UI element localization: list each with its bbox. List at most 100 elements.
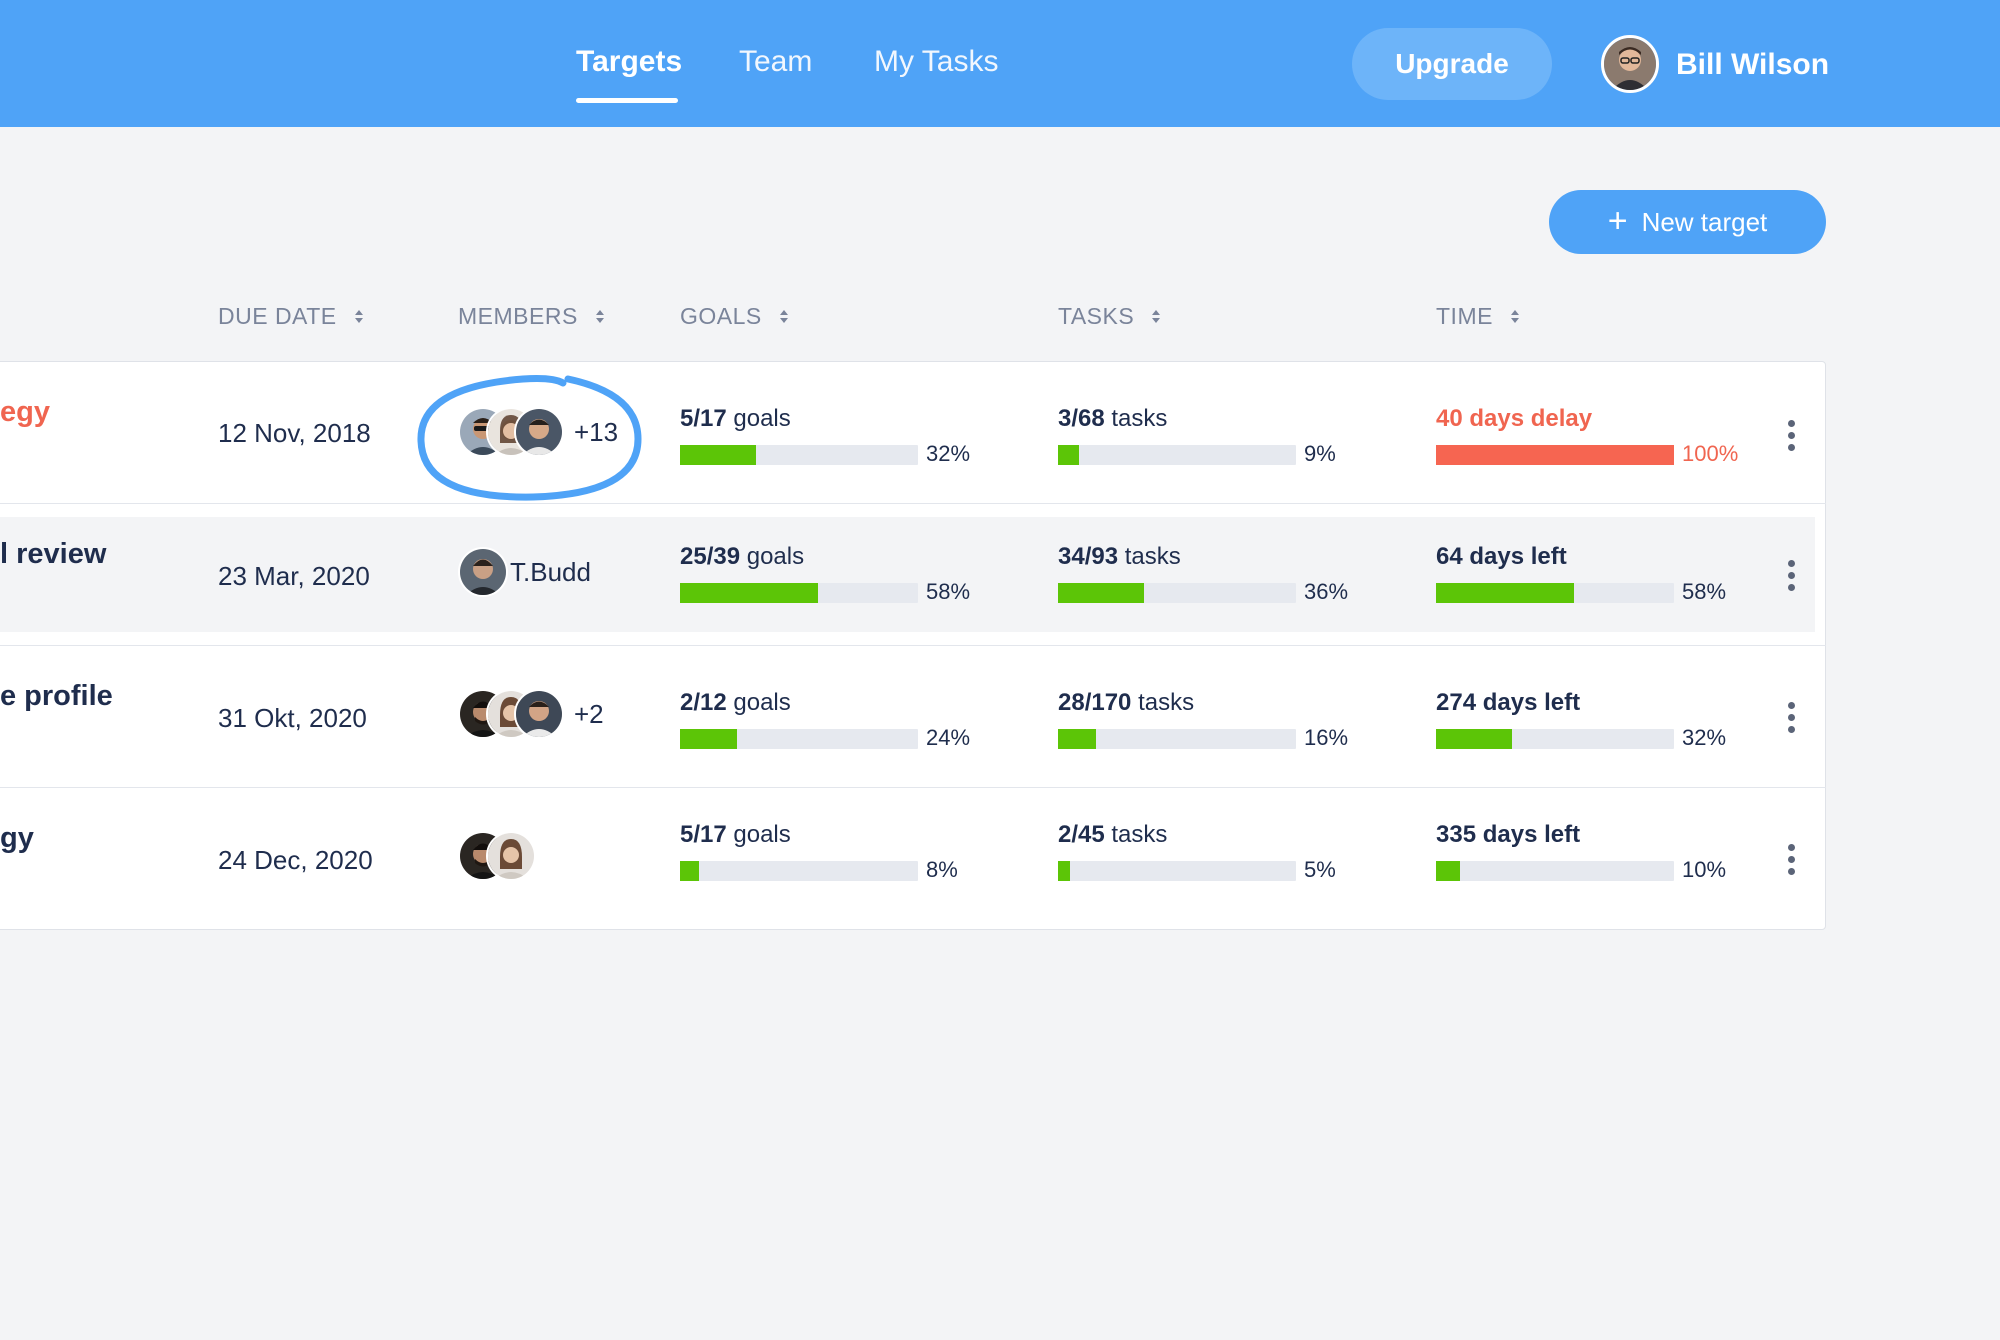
- plus-icon: +: [1607, 201, 1628, 240]
- due-date: 31 Okt, 2020: [218, 703, 367, 733]
- progress-bar: [1058, 729, 1296, 749]
- row-hover-highlight: [0, 517, 1815, 632]
- column-header-label: TASKS: [1058, 303, 1135, 329]
- tasks-count: 28/170: [1058, 689, 1132, 716]
- time-label: 64 days left: [1436, 543, 1567, 570]
- due-date: 24 Dec, 2020: [218, 845, 373, 875]
- column-header-due-date[interactable]: DUE DATE: [218, 303, 363, 330]
- row-menu-icon[interactable]: [1788, 844, 1796, 875]
- time-percent: 10%: [1682, 857, 1727, 882]
- user-name[interactable]: Bill Wilson: [1676, 48, 1830, 81]
- progress-bar: [1436, 861, 1674, 881]
- progress-bar: [1058, 583, 1296, 603]
- upgrade-button[interactable]: Upgrade: [1352, 28, 1552, 100]
- goals-count: 2/12: [680, 689, 727, 716]
- time-progress: 40 days delay 100%: [1436, 405, 1746, 466]
- member-avatar: [486, 831, 536, 881]
- member-avatar: [514, 407, 564, 457]
- goals-count: 5/17: [680, 405, 727, 432]
- goals-word: goals: [726, 821, 791, 848]
- time-progress: 274 days left 32%: [1436, 689, 1746, 750]
- row-menu-icon[interactable]: [1788, 702, 1796, 733]
- target-name[interactable]: e profile: [0, 680, 113, 712]
- row-divider: [0, 503, 1826, 504]
- progress-fill: [680, 445, 757, 465]
- column-header-tasks[interactable]: TASKS: [1058, 303, 1161, 330]
- user-photo-icon: [1604, 38, 1656, 90]
- tasks-percent: 9%: [1304, 441, 1336, 466]
- new-target-button[interactable]: + New target: [1549, 190, 1826, 254]
- progress-fill: [1436, 445, 1674, 465]
- tasks-count: 2/45: [1058, 821, 1105, 848]
- column-header-time[interactable]: TIME: [1436, 303, 1519, 330]
- members-avatars[interactable]: +2: [458, 689, 604, 739]
- goals-count: 25/39: [680, 543, 741, 570]
- tab-team[interactable]: Team: [739, 45, 813, 78]
- sort-icon: [1152, 310, 1161, 323]
- progress-bar: [680, 445, 918, 465]
- column-header-label: GOALS: [680, 303, 762, 329]
- tasks-count: 34/93: [1058, 543, 1119, 570]
- goals-progress: 25/39 goals 58%: [680, 543, 990, 604]
- time-progress: 64 days left 58%: [1436, 543, 1746, 604]
- time-progress: 335 days left 10%: [1436, 821, 1746, 882]
- member-avatar: [458, 547, 508, 597]
- tab-targets[interactable]: Targets: [576, 45, 683, 78]
- target-name[interactable]: l review: [0, 538, 107, 570]
- progress-bar: [1436, 583, 1674, 603]
- progress-fill: [1058, 445, 1080, 465]
- time-percent: 58%: [1682, 579, 1727, 604]
- goals-percent: 32%: [926, 441, 971, 466]
- user-avatar[interactable]: [1601, 35, 1659, 93]
- members-more-count: +2: [574, 698, 604, 729]
- goals-word: goals: [726, 689, 791, 716]
- row-menu-icon[interactable]: [1788, 420, 1796, 451]
- tasks-progress: 2/45 tasks 5%: [1058, 821, 1368, 882]
- progress-fill: [1058, 729, 1097, 749]
- sort-icon: [354, 310, 363, 323]
- target-name[interactable]: gy: [0, 822, 34, 854]
- members-more-count: +13: [574, 416, 619, 447]
- tasks-word: tasks: [1104, 405, 1168, 432]
- tasks-percent: 16%: [1304, 725, 1349, 750]
- time-label: 335 days left: [1436, 821, 1581, 848]
- due-date: 12 Nov, 2018: [218, 418, 371, 448]
- column-header-label: MEMBERS: [458, 303, 578, 329]
- progress-fill: [680, 583, 819, 603]
- tasks-word: tasks: [1131, 689, 1195, 716]
- goals-count: 5/17: [680, 821, 727, 848]
- tasks-progress: 3/68 tasks 9%: [1058, 405, 1368, 466]
- tasks-progress: 34/93 tasks 36%: [1058, 543, 1368, 604]
- tab-my-tasks[interactable]: My Tasks: [874, 45, 999, 78]
- tasks-count: 3/68: [1058, 405, 1105, 432]
- members-avatars[interactable]: [458, 831, 536, 881]
- progress-fill: [1436, 583, 1575, 603]
- active-tab-indicator: [576, 98, 678, 103]
- members-avatars[interactable]: T.Budd: [458, 547, 591, 597]
- column-header-members[interactable]: MEMBERS: [458, 303, 604, 330]
- progress-fill: [1058, 861, 1070, 881]
- goals-percent: 24%: [926, 725, 971, 750]
- row-menu-icon[interactable]: [1788, 560, 1796, 591]
- sort-icon: [595, 310, 604, 323]
- goals-word: goals: [726, 405, 791, 432]
- goals-progress: 5/17 goals 32%: [680, 405, 990, 466]
- goals-percent: 8%: [926, 857, 958, 882]
- progress-bar: [680, 729, 918, 749]
- tasks-percent: 36%: [1304, 579, 1349, 604]
- progress-fill: [1058, 583, 1144, 603]
- target-name[interactable]: egy: [0, 396, 50, 428]
- column-header-goals[interactable]: GOALS: [680, 303, 788, 330]
- due-date: 23 Mar, 2020: [218, 561, 370, 591]
- tasks-progress: 28/170 tasks 16%: [1058, 689, 1368, 750]
- column-header-label: TIME: [1436, 303, 1493, 329]
- time-percent: 32%: [1682, 725, 1727, 750]
- column-header-label: DUE DATE: [218, 303, 337, 329]
- members-avatars[interactable]: +13: [458, 407, 618, 457]
- progress-fill: [680, 861, 700, 881]
- tasks-word: tasks: [1104, 821, 1168, 848]
- row-divider: [0, 645, 1826, 646]
- progress-bar: [1436, 445, 1674, 465]
- member-avatar: [514, 689, 564, 739]
- goals-word: goals: [740, 543, 805, 570]
